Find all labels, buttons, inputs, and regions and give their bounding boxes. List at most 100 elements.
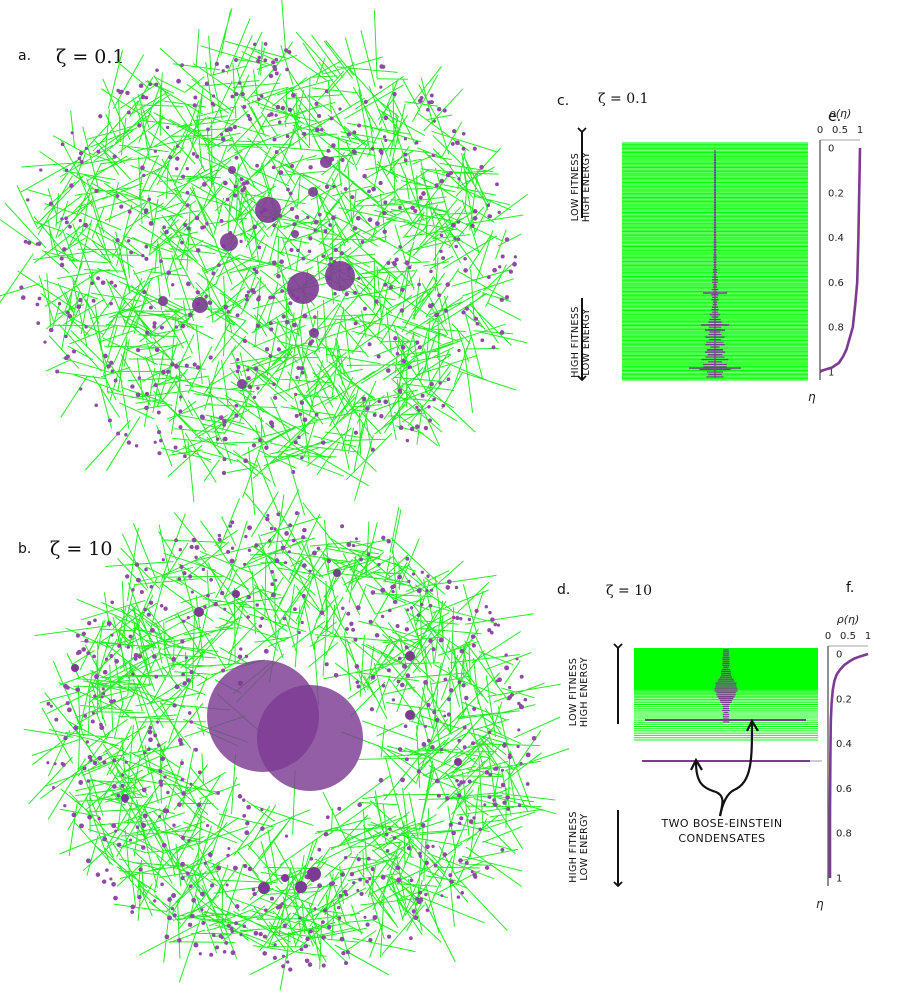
network-a-node — [274, 57, 279, 62]
network-b-node — [215, 945, 220, 950]
network-a-node — [269, 420, 274, 425]
network-a-node — [425, 107, 430, 112]
network-b-node — [392, 599, 398, 605]
network-a-node — [317, 212, 322, 217]
network-a-node — [135, 392, 141, 398]
network-a-node — [313, 315, 317, 319]
network-a-node — [480, 338, 485, 343]
network-b-node — [206, 824, 210, 828]
density-e-x-axis-label: ρ(η) — [829, 107, 852, 120]
network-a-node — [162, 225, 167, 230]
density-e-y-axis-label: η — [808, 390, 816, 404]
network-a-node — [176, 78, 181, 84]
network-b-node — [426, 738, 431, 743]
density-e-y-tick-label: 0.4 — [828, 233, 844, 244]
network-a-node — [76, 304, 82, 310]
network-a-node — [417, 282, 421, 287]
network-a-node — [145, 330, 150, 335]
network-a-node — [91, 298, 96, 303]
network-a-node — [79, 159, 84, 164]
network-a-node — [372, 413, 377, 417]
network-b-node — [374, 633, 380, 638]
network-a-node — [487, 275, 491, 279]
network-b-node — [321, 963, 326, 968]
network-a-node — [173, 445, 178, 450]
network-b-node — [203, 605, 207, 609]
network-b-node — [324, 662, 329, 667]
network-b-node — [158, 815, 162, 819]
network-b-node — [457, 821, 462, 826]
network-a-node — [409, 426, 415, 432]
network-a-node — [352, 149, 357, 155]
network-b-node — [147, 747, 151, 752]
network-a-node — [420, 393, 425, 398]
network-a-node — [274, 113, 278, 117]
network-b-node — [489, 630, 494, 635]
network-a-node — [125, 90, 130, 96]
network-b-node — [137, 654, 142, 659]
network-b-node — [146, 612, 151, 617]
network-b-node — [525, 782, 530, 786]
network-b-node — [392, 836, 397, 840]
network-b-node — [245, 820, 250, 826]
network-a-node — [191, 151, 196, 156]
network-b-node — [443, 714, 447, 718]
network-a-node — [225, 197, 230, 202]
network-a-node — [386, 260, 391, 266]
network-a-node — [302, 417, 308, 423]
network-a-node — [84, 146, 89, 151]
network-b-node — [457, 783, 461, 787]
network-a-node — [379, 414, 384, 419]
network-b-node — [298, 916, 302, 920]
network-b-node — [216, 791, 220, 795]
density-e-x-tick-label: 0 — [817, 125, 823, 136]
network-a-node — [233, 184, 238, 189]
network-b-node — [490, 617, 495, 622]
network-b-node — [211, 933, 216, 937]
network-a-node — [224, 128, 229, 133]
network-a-node — [403, 137, 408, 141]
network-b-node — [153, 733, 158, 738]
network-b-node — [487, 628, 492, 633]
network-a-node — [161, 369, 166, 375]
network-a-node — [252, 224, 258, 230]
network-b-node — [242, 814, 247, 818]
network-b-node — [174, 538, 178, 543]
network-a-node — [367, 189, 371, 194]
network-b-node — [188, 574, 193, 579]
network-a-node — [432, 119, 436, 123]
network-b-node — [161, 558, 165, 562]
panel-f-letter: f. — [846, 580, 855, 596]
network-b-node — [179, 564, 184, 569]
network-b-node — [460, 891, 465, 895]
network-b-node — [180, 861, 185, 867]
network-a-node — [273, 395, 278, 400]
network-a-hub — [255, 197, 281, 223]
network-a-node — [60, 217, 64, 221]
network-b-node — [164, 808, 170, 814]
network-b-node — [517, 728, 521, 732]
network-b-node — [357, 802, 362, 808]
network-b-node — [270, 582, 275, 587]
network-b-node — [446, 697, 452, 702]
network-b-node — [164, 934, 170, 940]
network-b-node — [507, 685, 512, 690]
network-a-node — [142, 290, 147, 295]
network-b-node — [340, 524, 345, 529]
network-a-node — [269, 327, 274, 332]
network-b-node — [390, 584, 395, 590]
network-b-node — [346, 542, 352, 547]
network-b-node — [254, 543, 259, 548]
network-b-node — [270, 569, 274, 574]
network-a-node — [285, 134, 290, 139]
network-b-hub — [71, 664, 79, 672]
network-b-node — [232, 865, 238, 871]
network-a-node — [148, 221, 154, 226]
network-a-node — [456, 237, 461, 242]
network-b-node — [487, 730, 492, 735]
network-a-node — [165, 369, 171, 374]
network-b-node — [130, 904, 136, 910]
network-b-node — [451, 615, 456, 620]
network-a-node — [284, 319, 290, 325]
network-b-node — [426, 702, 431, 708]
